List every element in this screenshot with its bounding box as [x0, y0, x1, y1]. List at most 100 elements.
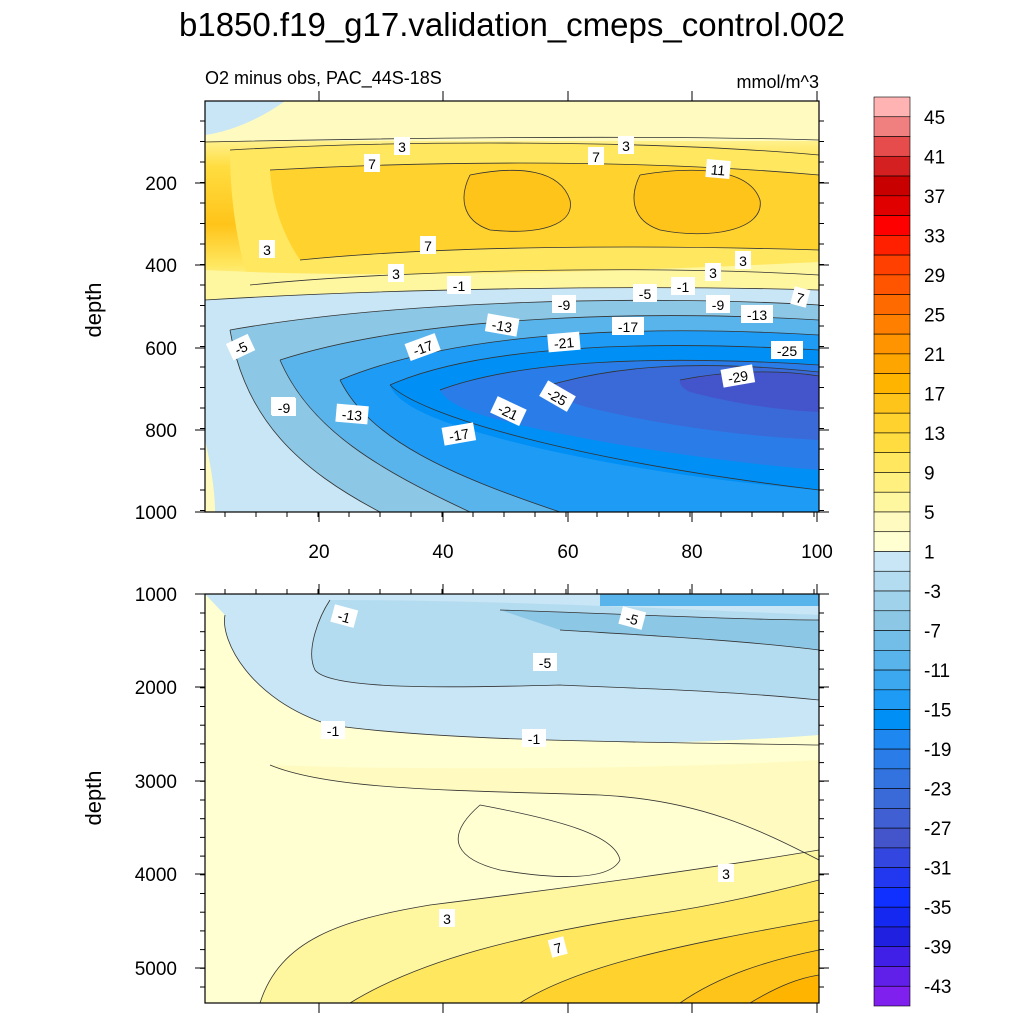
colorbar-box [873, 491, 911, 513]
contour-label: 11 [705, 158, 731, 180]
contour-label-text: -13 [491, 316, 514, 335]
contour-label-text: -1 [336, 608, 352, 627]
contour-label: -5 [618, 606, 647, 630]
colorbar-box [873, 235, 911, 256]
contour-label-box [364, 154, 380, 172]
contour-label: -1 [447, 276, 471, 294]
top-y-ticks: 200 400 600 800 1000 [135, 174, 177, 524]
colorbar-box [873, 551, 911, 572]
colorbar-box [873, 650, 911, 671]
colorbar-box [873, 630, 911, 651]
bottom-contour-labels: -1 -5 -5 -1 -1 3 3 7 [321, 604, 734, 958]
contour-label-text: 3 [392, 266, 400, 282]
colorbar-box [873, 590, 911, 612]
contour-label: -1 [522, 729, 546, 747]
contour-label: -13 [335, 403, 369, 425]
contour-label-box [633, 284, 657, 302]
contour-label-box [441, 422, 477, 446]
contour-label-text: 7 [794, 289, 806, 307]
contour-label-box [718, 864, 734, 882]
contour-label: 3 [735, 251, 751, 269]
contour-label-text: -25 [777, 343, 797, 359]
top-y-tick-600: 600 [145, 339, 177, 360]
contour-label-box [618, 606, 647, 630]
colorbar-label: -35 [924, 898, 951, 919]
contour-label: -9 [552, 295, 576, 313]
surface-blue-patch [205, 101, 285, 135]
contour-label-text: -1 [327, 723, 340, 739]
contour-label: 7 [790, 286, 811, 308]
colorbar-box [873, 531, 911, 552]
x-tick-20: 20 [308, 542, 329, 563]
contour-label-box [539, 380, 576, 412]
contour-label-box [321, 721, 345, 739]
colorbar-label: 13 [924, 424, 945, 445]
contour-label-box [671, 277, 695, 295]
contour-label-text: 3 [263, 242, 271, 258]
contour-label: -5 [225, 333, 256, 361]
contour-label: 3 [705, 263, 721, 281]
contour-label-text: 7 [552, 939, 564, 957]
contour-label-box [490, 396, 527, 427]
contour-label-box [522, 729, 546, 747]
contour-label-box [720, 364, 756, 388]
contour-label-box [484, 313, 520, 337]
contour-label-text: 3 [622, 138, 630, 154]
colorbar-box [873, 788, 911, 809]
contour-label-box [705, 158, 731, 180]
contour-label-text: 3 [709, 265, 717, 281]
colorbar-box [873, 314, 911, 335]
top-panel-frame [204, 100, 820, 513]
contour-label-text: -5 [624, 610, 640, 629]
colorbar-label: -7 [924, 622, 941, 643]
colorbar-box [873, 412, 911, 434]
contour-label: 3 [718, 864, 734, 882]
colorbar-box [873, 215, 911, 236]
warm-max-1 [464, 170, 571, 232]
contour-label-box [547, 331, 581, 353]
contour-label-text: -29 [727, 367, 750, 386]
top-panel-field [205, 101, 819, 512]
bottom-y-ticks: 1000 2000 3000 4000 5000 [135, 585, 177, 980]
bottom-tick-marks [195, 584, 829, 1013]
contour-label-text: -21 [553, 334, 575, 352]
top-contour-labels: 3377311373-1-137-5-9-9-5-13-13-17-17-21-… [225, 136, 811, 446]
bottom-contour-lines [224, 599, 819, 1003]
bottom-panel-field [205, 594, 819, 1003]
colorbar-label: 25 [924, 305, 945, 326]
contour-label: -29 [720, 364, 756, 388]
contour-label-text: -5 [639, 286, 652, 302]
colorbar-box [873, 946, 911, 967]
contour-label-box [771, 341, 803, 359]
x-tick-100: 100 [801, 542, 833, 563]
colorbar-box [873, 570, 911, 592]
top-y-tick-800: 800 [145, 421, 177, 442]
contour-label: 3 [259, 240, 275, 258]
contour-label: 7 [364, 154, 380, 172]
colorbar-box [873, 472, 911, 493]
contour-label-text: 11 [710, 161, 726, 178]
contour-label-box [394, 137, 410, 155]
colorbar-label: 33 [924, 226, 945, 247]
colorbar-label: -23 [924, 780, 951, 801]
colorbar-label: 9 [924, 463, 935, 484]
warm-max-2 [634, 170, 761, 234]
colorbar-labels: 45 41 37 33 29 25 21 17 13 9 5 1 -3 -7 -11 -15 -19 -23 -27… [924, 108, 951, 998]
bottom-y-tick-2000: 2000 [135, 678, 177, 699]
bottom-y-tick-4000: 4000 [135, 865, 177, 886]
contour-label: -17 [612, 317, 644, 335]
colorbar-box [873, 274, 911, 295]
colorbar-box [873, 906, 911, 928]
contour-label-box [547, 936, 568, 958]
contour-label: -13 [484, 313, 520, 337]
contour-label-box [533, 653, 557, 671]
contour-label: -9 [272, 398, 296, 416]
contour-label-text: 7 [592, 149, 600, 165]
contour-label-box [552, 295, 576, 313]
colorbar-label: -27 [924, 819, 951, 840]
contour-label: 7 [420, 236, 436, 254]
colorbar-label: -31 [924, 859, 951, 880]
contour-label-box [330, 604, 359, 628]
colorbar-box [873, 610, 911, 631]
contour-label-text: -13 [341, 406, 363, 424]
